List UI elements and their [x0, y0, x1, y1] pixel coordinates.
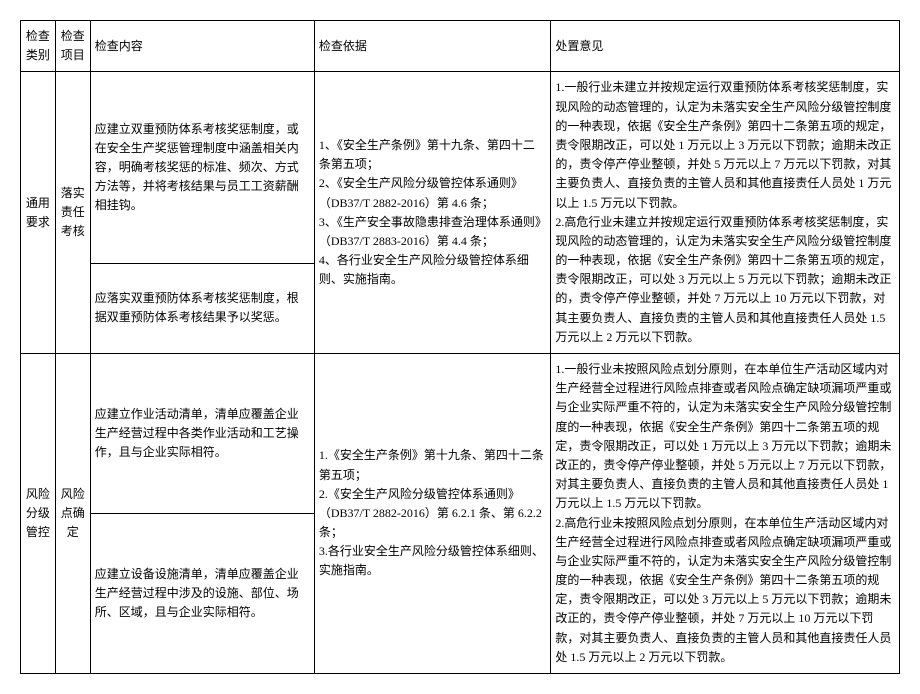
cell-basis-1: 1、《安全生产条例》第十九条、第四十二条第五项； 2、《安全生产风险分级管控体系…: [314, 72, 551, 354]
header-row: 检查类别 检查项目 检查内容 检查依据 处置意见: [21, 21, 900, 72]
cell-content-1b: 应落实双重预防体系考核奖惩制度，根据双重预防体系考核结果予以奖惩。: [90, 263, 314, 353]
cell-category-1: 通用要求: [21, 72, 56, 354]
cell-content-2b: 应建立设备设施清单，清单应覆盖企业生产经营过程中涉及的设施、部位、场所、区域，且…: [90, 514, 314, 674]
cell-category-2: 风险分级管控: [21, 354, 56, 674]
cell-item-1: 落实责任考核: [55, 72, 90, 354]
cell-content-2a: 应建立作业活动清单，清单应覆盖企业生产经营过程中各类作业活动和工艺操作，且与企业…: [90, 354, 314, 514]
cell-content-1a: 应建立双重预防体系考核奖惩制度，或在安全生产奖惩管理制度中涵盖相关内容，明确考核…: [90, 72, 314, 263]
header-basis: 检查依据: [314, 21, 551, 72]
inspection-table: 检查类别 检查项目 检查内容 检查依据 处置意见 通用要求 落实责任考核 应建立…: [20, 20, 900, 674]
cell-opinion-2: 1.一般行业未按照风险点划分原则，在本单位生产活动区域内对生产经营全过程进行风险…: [551, 354, 900, 674]
cell-item-2: 风险点确定: [55, 354, 90, 674]
header-item: 检查项目: [55, 21, 90, 72]
header-category: 检查类别: [21, 21, 56, 72]
cell-opinion-1: 1.一般行业未建立并按规定运行双重预防体系考核奖惩制度，实现风险的动态管理的，认…: [551, 72, 900, 354]
header-content: 检查内容: [90, 21, 314, 72]
cell-basis-2: 1.《安全生产条例》第十九条、第四十二条第五项； 2.《安全生产风险分级管控体系…: [314, 354, 551, 674]
table-row: 通用要求 落实责任考核 应建立双重预防体系考核奖惩制度，或在安全生产奖惩管理制度…: [21, 72, 900, 263]
header-opinion: 处置意见: [551, 21, 900, 72]
table-row: 风险分级管控 风险点确定 应建立作业活动清单，清单应覆盖企业生产经营过程中各类作…: [21, 354, 900, 514]
